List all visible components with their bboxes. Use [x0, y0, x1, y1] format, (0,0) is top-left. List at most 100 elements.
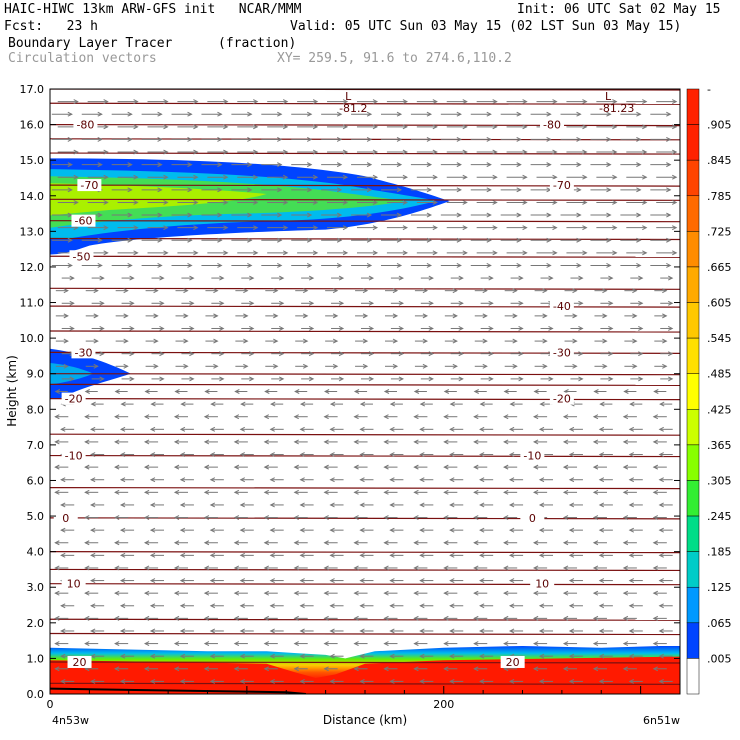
wind-vector-head — [366, 136, 373, 142]
wind-vector-head — [552, 250, 558, 256]
wind-vector-head — [628, 477, 635, 483]
wind-vector-head — [60, 603, 66, 609]
wind-vector-head — [392, 363, 399, 369]
wind-vector-head — [582, 149, 588, 155]
wind-vector-head — [389, 603, 395, 609]
wind-vector-head — [456, 136, 462, 142]
wind-vector-head — [662, 313, 668, 319]
wind-vector-head — [114, 489, 120, 495]
wind-vector-head — [306, 187, 313, 193]
wind-vector-head — [503, 414, 509, 420]
wind-vector-head — [174, 389, 180, 394]
wind-vector-head — [667, 376, 674, 382]
wind-vector-head — [203, 489, 210, 495]
wind-vector-head — [247, 162, 253, 168]
wind-vector-head — [548, 326, 554, 331]
wind-vector-head — [383, 641, 389, 647]
wind-vector-head — [282, 225, 289, 231]
isotherm-line — [50, 220, 680, 223]
wind-vector-head — [402, 199, 409, 205]
colorbar-swatch — [686, 373, 700, 410]
wind-vector-head — [516, 162, 522, 168]
wind-vector-head — [366, 187, 373, 193]
wind-vector-head — [508, 578, 515, 584]
wind-vector-head — [193, 99, 199, 105]
wind-vector-head — [312, 124, 319, 130]
wind-vector-head — [426, 263, 433, 268]
isotherm-line — [50, 568, 680, 572]
wind-vector-head — [598, 628, 605, 634]
wind-vector-head — [63, 313, 69, 319]
wind-vector-head — [449, 552, 455, 558]
wind-vector-head — [652, 666, 659, 672]
wind-vector-head — [187, 212, 193, 218]
wind-vector-head — [372, 199, 379, 205]
y-tick-label: 1.0 — [27, 652, 45, 665]
wind-vector-head — [119, 552, 126, 558]
wind-vector-head — [568, 452, 575, 457]
wind-vector-head — [209, 552, 216, 558]
wind-vector-head — [329, 603, 335, 609]
wind-vector-head — [592, 489, 599, 495]
wind-vector-head — [342, 124, 349, 130]
wind-vector-head — [249, 351, 255, 357]
wind-vector-head — [54, 540, 60, 546]
wind-vector-head — [179, 477, 186, 483]
wind-vector-head — [606, 237, 612, 243]
wind-vector-head — [159, 351, 165, 357]
wind-vector-head — [60, 628, 66, 634]
wind-vector-head — [592, 666, 599, 672]
wind-vector-head — [458, 376, 464, 382]
wind-vector-head — [308, 300, 315, 306]
wind-vector-head — [503, 590, 509, 596]
wind-vector-head — [119, 527, 126, 533]
wind-vector-head — [179, 552, 186, 558]
wind-vector-head — [153, 363, 159, 369]
wind-vector-head — [458, 326, 464, 331]
wind-vector-head — [84, 439, 90, 445]
wind-vector-head — [516, 111, 522, 117]
wind-vector-head — [342, 99, 349, 105]
wind-vector-head — [159, 300, 165, 306]
wind-vector-head — [592, 464, 599, 470]
wind-vector-head — [572, 338, 578, 344]
wind-vector-head — [353, 565, 359, 571]
wind-vector-head — [422, 338, 429, 344]
wind-vector-head — [658, 603, 664, 609]
y-tick-label: 10.0 — [20, 332, 45, 345]
wind-vector-head — [449, 578, 455, 584]
wind-vector-head — [366, 212, 373, 218]
wind-vector-head — [492, 174, 498, 180]
wind-vector-head — [383, 615, 389, 621]
wind-vector-head — [163, 99, 169, 105]
wind-vector-head — [652, 489, 659, 495]
isotherm-label-bg — [549, 300, 574, 313]
colorbar-swatch — [686, 409, 700, 446]
wind-vector-head — [329, 452, 335, 457]
wind-vector-head — [183, 338, 189, 344]
wind-vector-head — [413, 641, 419, 647]
wind-vector-head — [449, 401, 455, 407]
wind-vector-head — [522, 149, 528, 155]
wind-vector-head — [263, 666, 270, 672]
wind-vector-head — [488, 351, 494, 357]
wind-vector-head — [666, 162, 672, 168]
wind-vector-head — [312, 99, 319, 105]
wind-vector-head — [413, 666, 419, 672]
isotherm-label-bg — [71, 214, 96, 227]
isotherm-line — [50, 152, 680, 155]
isotherm-line — [50, 383, 680, 386]
wind-vector-head — [606, 136, 612, 142]
wind-vector-head — [666, 237, 672, 243]
colorbar-label: .305 — [707, 474, 732, 487]
y-tick-label: 11.0 — [20, 297, 45, 310]
y-tick-label: 6.0 — [27, 474, 45, 487]
colorbar-label: .485 — [707, 368, 732, 381]
wind-vector-head — [602, 313, 608, 319]
wind-vector-head — [282, 199, 289, 205]
wind-vector-head — [84, 565, 90, 571]
wind-vector-head — [114, 515, 120, 520]
wind-vector-head — [508, 678, 515, 684]
wind-vector-head — [103, 225, 109, 231]
wind-vector-head — [516, 212, 522, 218]
